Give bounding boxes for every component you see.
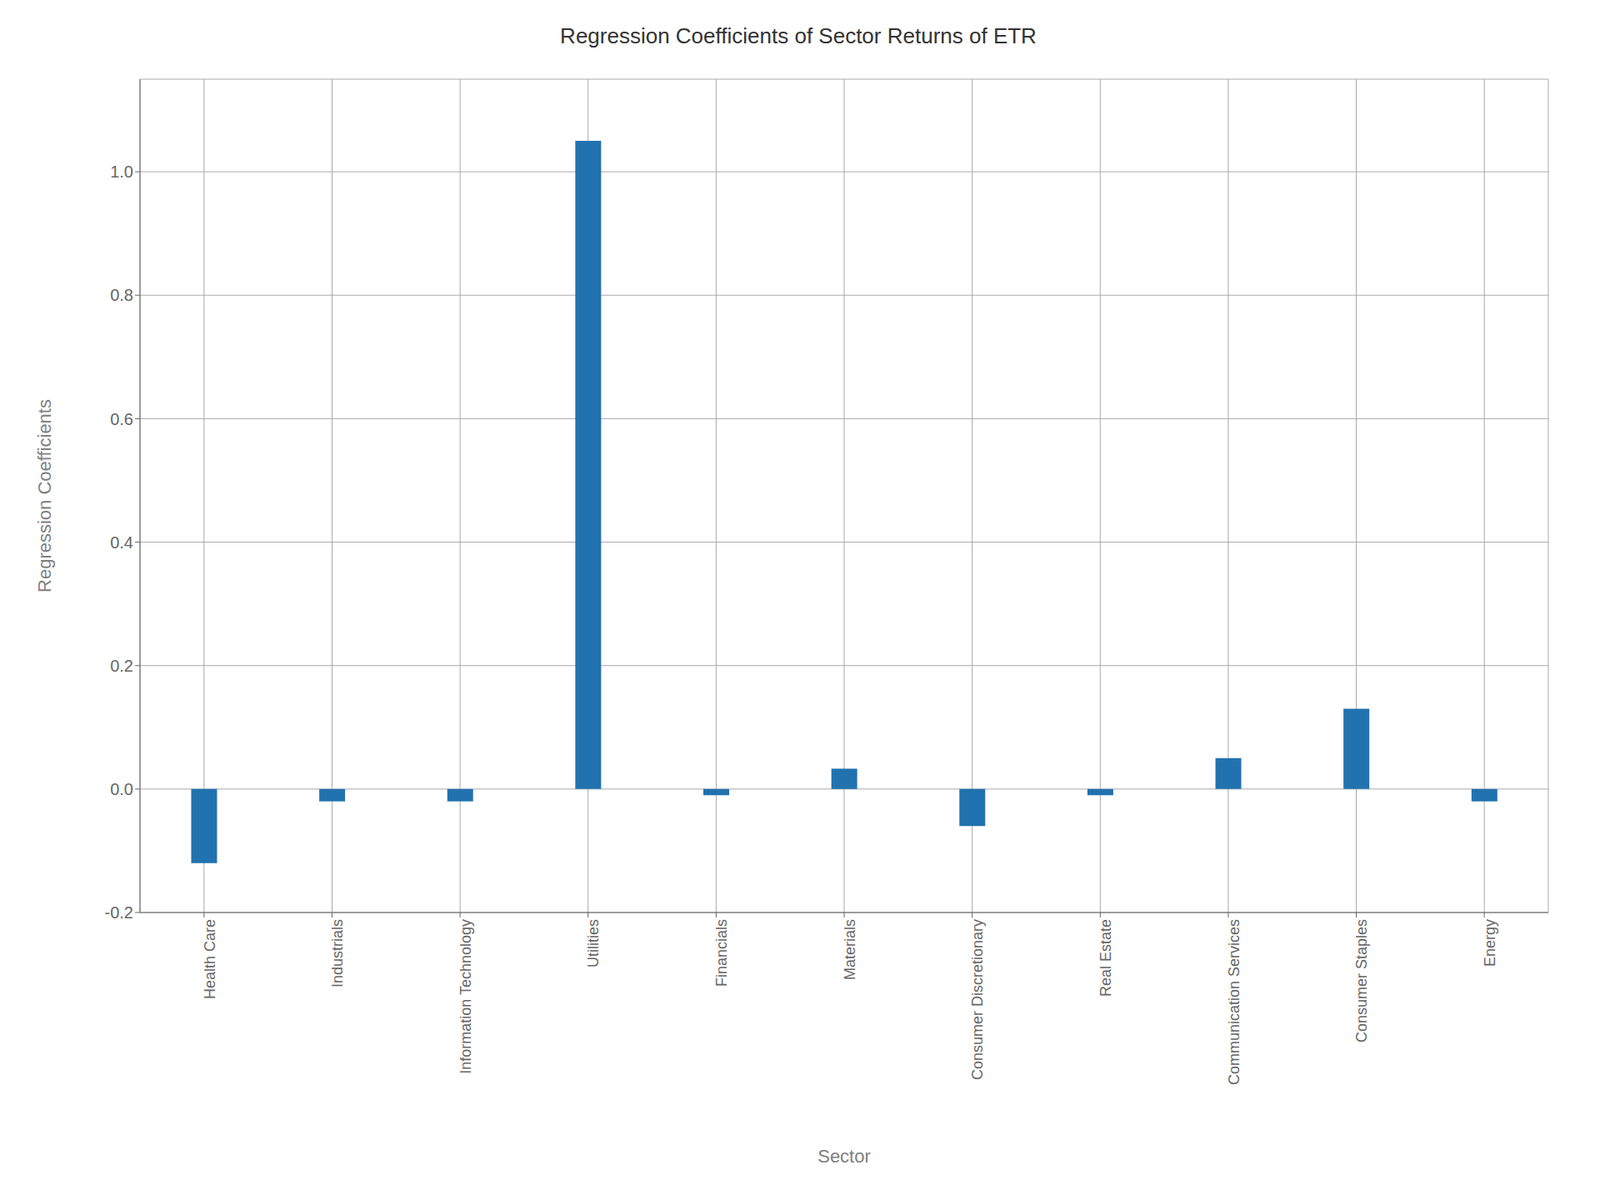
svg-text:Real Estate: Real Estate — [1097, 919, 1115, 997]
svg-text:Information Technology: Information Technology — [457, 919, 475, 1075]
svg-text:Industrials: Industrials — [329, 919, 346, 988]
svg-text:Communication Services: Communication Services — [1225, 919, 1243, 1085]
svg-text:0.2: 0.2 — [110, 656, 134, 675]
svg-text:Energy: Energy — [1481, 919, 1499, 967]
svg-text:0.8: 0.8 — [110, 285, 134, 305]
svg-text:-0.2: -0.2 — [105, 903, 134, 922]
svg-text:Materials: Materials — [841, 919, 859, 980]
svg-text:Consumer Staples: Consumer Staples — [1353, 919, 1370, 1043]
svg-text:1.0: 1.0 — [110, 162, 134, 181]
svg-text:Consumer Discretionary: Consumer Discretionary — [969, 919, 986, 1080]
svg-text:Health Care: Health Care — [201, 919, 219, 1000]
svg-text:Financials: Financials — [713, 919, 730, 987]
svg-text:Sector: Sector — [817, 1145, 871, 1167]
html-text:Regression Coefficients of Sec: Regression Coefficients of Sector Return… — [560, 23, 1037, 49]
svg-text:0.4: 0.4 — [110, 533, 134, 552]
svg-text:Regression Coefficients: Regression Coefficients — [34, 399, 55, 593]
svg-text:0.6: 0.6 — [110, 410, 134, 429]
svg-text:0.0: 0.0 — [110, 780, 134, 799]
svg-text:Utilities: Utilities — [585, 919, 603, 968]
